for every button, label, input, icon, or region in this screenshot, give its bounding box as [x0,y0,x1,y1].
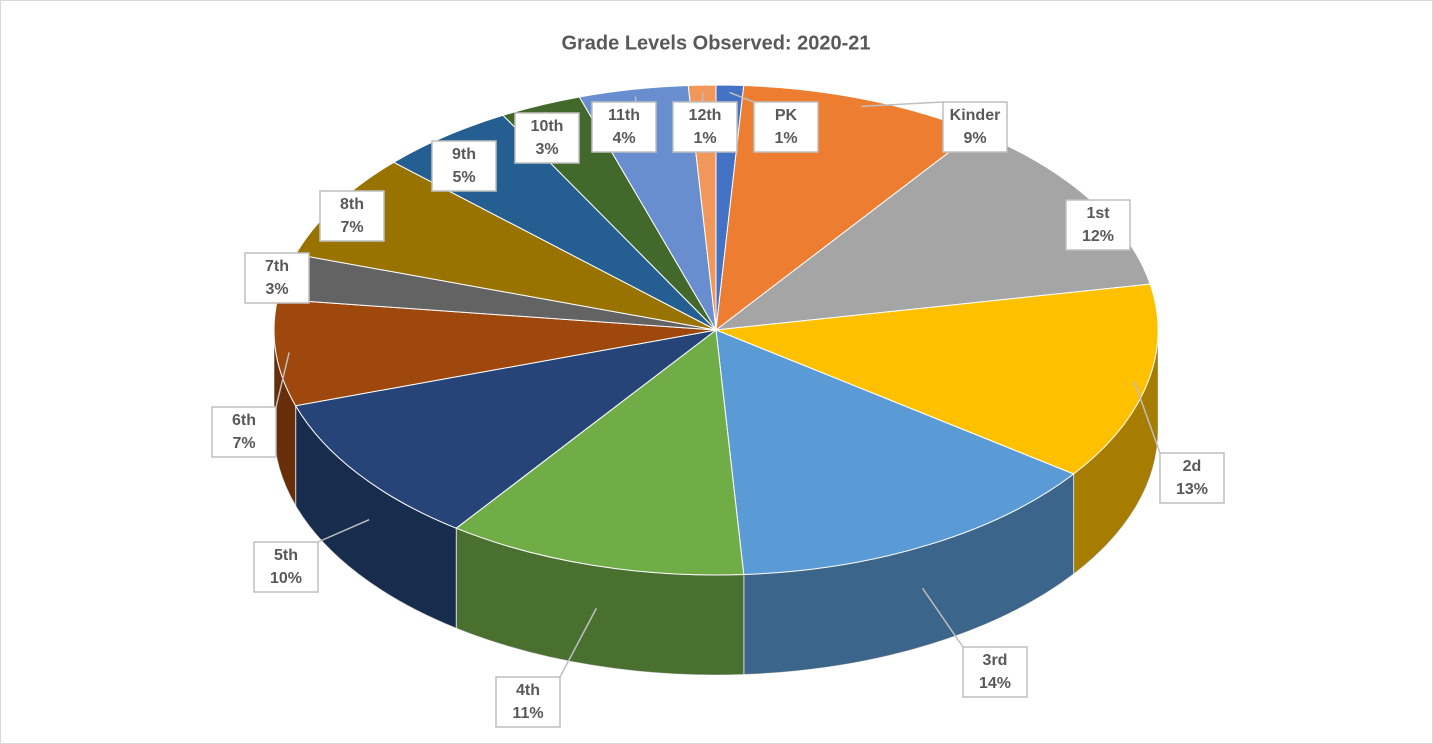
label-box [211,406,277,458]
wall-shade [456,528,744,675]
label-value: 3% [535,141,558,158]
wall-shade [1073,330,1158,575]
label-value: 1% [693,130,716,147]
leader-line [729,91,755,103]
label-name: 4th [516,682,540,699]
label-box [962,646,1028,698]
label-name: 2d [1183,458,1202,475]
label-value: 1% [774,130,797,147]
wall-shade [743,474,1074,675]
label-name: 8th [340,196,364,213]
wall-shade [295,405,457,629]
slice [294,329,717,529]
label-box [942,101,1008,153]
leader-line [861,101,944,108]
chart-title: Grade Levels Observed: 2020-21 [561,32,870,54]
label-value: 10% [270,570,302,587]
label-value: 12% [1082,228,1114,245]
label-name: 6th [232,412,256,429]
label-box [253,541,319,593]
label-box [1065,199,1131,251]
leader-line [317,518,370,543]
label-value: 7% [232,435,255,452]
slice [273,298,717,407]
label-name: Kinder [950,107,1001,124]
label-name: 12th [689,107,722,124]
leader-line [559,607,598,678]
label-name: PK [775,107,798,124]
label-name: 9th [452,146,476,163]
leader-line [275,352,290,408]
label-value: 9% [963,130,986,147]
slice [715,329,1075,576]
slice [455,329,745,576]
label-name: 10th [531,118,564,135]
label-box [431,140,497,192]
label-box [514,112,580,164]
label-name: 7th [265,258,289,275]
label-value: 13% [1176,481,1208,498]
label-box [244,252,310,304]
label-value: 14% [979,675,1011,692]
label-box [1159,452,1225,504]
leader-line [921,587,964,648]
label-box [319,190,385,242]
label-name: 5th [274,547,298,564]
label-value: 7% [340,219,363,236]
label-name: 11th [608,107,640,124]
label-name: 1st [1086,205,1110,222]
label-name: 3rd [983,652,1008,669]
slice [715,283,1159,475]
label-box [591,101,657,153]
label-value: 11% [512,705,543,722]
label-box [495,676,561,728]
label-value: 3% [265,281,288,298]
label-value: 5% [452,169,475,186]
wall-shade [274,330,296,506]
leader-line [1133,381,1161,454]
label-value: 4% [612,130,635,147]
label-box [753,101,819,153]
label-box [672,101,738,153]
